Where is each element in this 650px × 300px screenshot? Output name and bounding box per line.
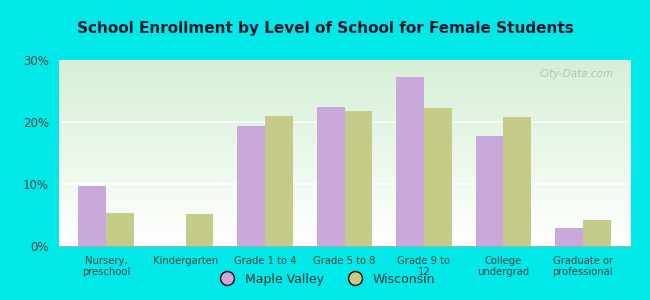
Bar [265, 116, 293, 246]
Text: City-Data.com: City-Data.com [540, 69, 614, 79]
Bar [503, 117, 531, 246]
Bar [583, 220, 610, 246]
Bar [237, 126, 265, 246]
Text: School Enrollment by Level of School for Female Students: School Enrollment by Level of School for… [77, 21, 573, 36]
Bar [424, 108, 452, 246]
Legend: Maple Valley, Wisconsin: Maple Valley, Wisconsin [210, 268, 440, 291]
Bar [106, 213, 134, 246]
Bar [344, 111, 372, 246]
Bar [317, 106, 345, 246]
Bar [79, 186, 106, 246]
Bar [186, 214, 213, 246]
Bar [476, 136, 503, 246]
Bar [396, 77, 424, 246]
Bar [555, 228, 583, 246]
